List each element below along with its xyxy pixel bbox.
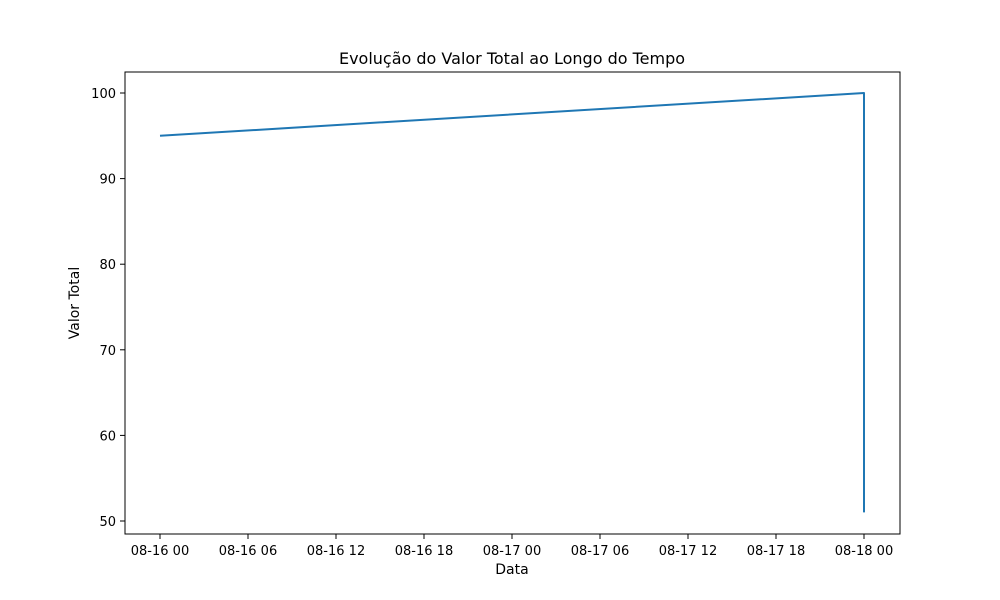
y-tick-label: 50 <box>99 515 116 530</box>
x-axis-label: Data <box>495 562 528 578</box>
x-axis: 08-16 00 08-16 06 08-16 12 08-16 18 08-17 00… <box>131 534 893 559</box>
series-layer <box>159 92 865 513</box>
x-tick-label: 08-16 06 <box>219 544 277 559</box>
y-axis-label: Valor Total <box>67 267 83 339</box>
y-axis: 50 60 70 80 90 100 <box>91 87 125 530</box>
y-tick-label: 60 <box>99 429 116 444</box>
x-tick-label: 08-16 18 <box>395 544 453 559</box>
x-tick-label: 08-16 12 <box>307 544 365 559</box>
x-tick-label: 08-17 00 <box>483 544 541 559</box>
x-tick-label: 08-17 18 <box>747 544 805 559</box>
x-tick-label: 08-17 12 <box>659 544 717 559</box>
y-tick-label: 90 <box>99 173 116 188</box>
x-tick-label: 08-16 00 <box>131 544 189 559</box>
y-tick-label: 80 <box>99 258 116 273</box>
chart-title: Evolução do Valor Total ao Longo do Temp… <box>339 49 685 68</box>
x-tick-label: 08-17 06 <box>571 544 629 559</box>
y-tick-label: 70 <box>99 344 116 359</box>
y-tick-label: 100 <box>91 87 116 102</box>
series-line <box>159 92 865 513</box>
x-tick-label: 08-18 00 <box>835 544 893 559</box>
